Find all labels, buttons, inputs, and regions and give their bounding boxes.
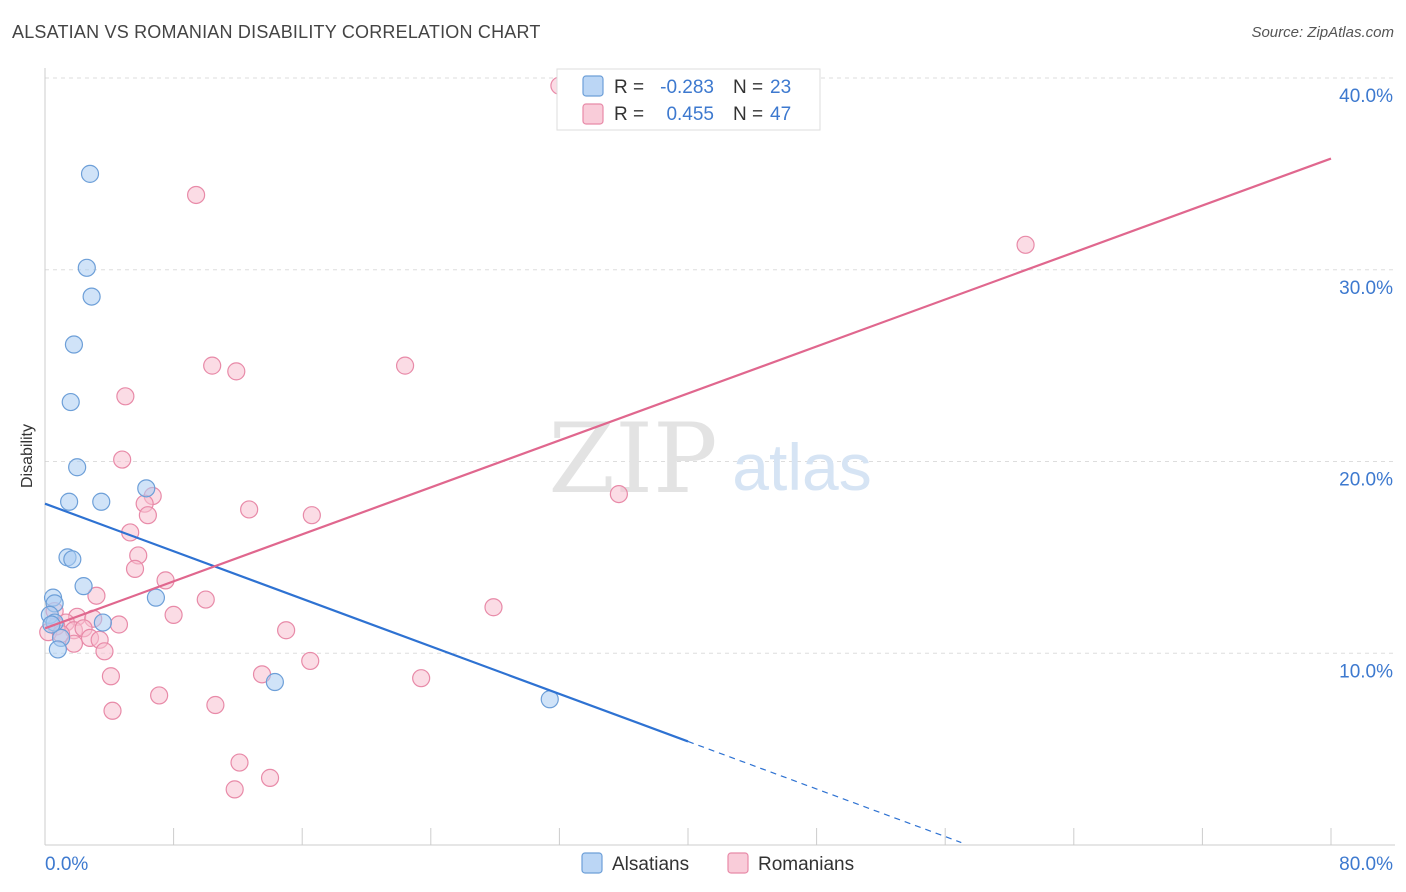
alsatian-point xyxy=(63,550,82,569)
alsatian-point xyxy=(64,335,84,354)
alsatian-point xyxy=(60,492,79,511)
watermark-zip: ZIP xyxy=(548,403,717,515)
romanian-point xyxy=(203,356,222,375)
trendline-alsatians-extension xyxy=(687,740,962,844)
romanian-point xyxy=(95,642,114,661)
romanian-point xyxy=(196,590,215,609)
legend-n-value-romanians: 47 xyxy=(770,104,791,125)
source-label: Source: ZipAtlas.com xyxy=(1251,24,1394,41)
bottom-legend-swatch-romanians xyxy=(727,852,749,874)
chart-title: ALSATIAN VS ROMANIAN DISABILITY CORRELAT… xyxy=(12,22,541,42)
legend-n-label-romanians: N = xyxy=(733,104,763,125)
trendline-alsatians xyxy=(44,502,689,743)
alsatian-point xyxy=(93,613,112,632)
alsatian-point xyxy=(137,479,156,498)
romanian-point xyxy=(225,780,244,799)
romanian-point xyxy=(484,598,503,617)
romanian-point xyxy=(395,356,415,375)
stats-legend: R = -0.283 N = 23 R = 0.455 N = 47 xyxy=(556,68,821,131)
romanian-point xyxy=(116,387,135,406)
romanian-point xyxy=(164,605,183,625)
romanian-point xyxy=(138,506,157,525)
trendline-romanians xyxy=(44,157,1332,630)
alsatian-point xyxy=(77,258,96,277)
alsatian-point xyxy=(42,615,61,634)
bottom-legend-label-romanians: Romanians xyxy=(758,854,854,875)
x-tick-label: 80.0% xyxy=(1339,854,1393,875)
romanian-point xyxy=(301,651,320,671)
axes: 10.0% 20.0% 30.0% 40.0% 0.0% 80.0% xyxy=(44,68,1395,875)
romanian-point xyxy=(277,621,296,640)
romanian-point xyxy=(150,686,169,705)
grid-lines xyxy=(45,77,1395,654)
legend-r-label-romanians: R = xyxy=(614,104,644,125)
legend-n-label-alsatians: N = xyxy=(733,77,763,98)
legend-r-label-alsatians: R = xyxy=(614,77,644,98)
romanian-point xyxy=(260,768,280,787)
romanian-point xyxy=(206,695,225,715)
romanian-point xyxy=(103,701,122,720)
romanian-point xyxy=(187,185,206,205)
romanian-point xyxy=(113,450,132,469)
romanian-point xyxy=(240,500,259,519)
alsatian-point xyxy=(265,672,284,692)
legend-r-value-romanians: 0.455 xyxy=(666,104,714,125)
alsatian-point xyxy=(92,492,111,511)
alsatian-point xyxy=(146,588,166,607)
alsatian-point xyxy=(48,640,67,659)
legend-r-value-alsatians: -0.283 xyxy=(660,77,714,98)
y-tick-label: 20.0% xyxy=(1339,470,1393,491)
bottom-legend-swatch-alsatians xyxy=(581,852,603,874)
alsatian-point xyxy=(74,577,93,596)
y-tick-label: 10.0% xyxy=(1339,661,1393,682)
alsatian-point xyxy=(82,287,101,306)
romanian-point xyxy=(125,559,145,578)
romanian-point xyxy=(87,586,106,605)
romanian-point xyxy=(109,615,129,634)
romanian-point xyxy=(302,506,321,525)
romanian-point xyxy=(227,362,246,381)
series-romanians xyxy=(39,76,1035,799)
romanian-point xyxy=(412,669,431,688)
legend-n-value-alsatians: 23 xyxy=(770,77,791,98)
y-tick-label: 40.0% xyxy=(1339,86,1393,107)
legend-swatch-romanians xyxy=(582,103,604,125)
alsatian-point xyxy=(68,458,87,477)
romanian-point xyxy=(230,753,249,772)
series-legend: Alsatians Romanians xyxy=(581,852,854,875)
alsatian-point xyxy=(80,164,100,183)
legend-swatch-alsatians xyxy=(582,75,604,97)
bottom-legend-label-alsatians: Alsatians xyxy=(612,854,689,875)
romanian-point xyxy=(1016,235,1035,254)
y-tick-label: 30.0% xyxy=(1339,278,1393,299)
watermark-atlas: atlas xyxy=(732,430,871,504)
alsatian-point xyxy=(61,392,80,412)
series-alsatians xyxy=(40,164,559,709)
romanian-point xyxy=(609,484,628,504)
watermark: ZIP atlas xyxy=(548,403,871,515)
trend-lines xyxy=(44,157,1332,844)
x-tick-label: 0.0% xyxy=(45,854,88,875)
romanian-point xyxy=(101,667,121,686)
